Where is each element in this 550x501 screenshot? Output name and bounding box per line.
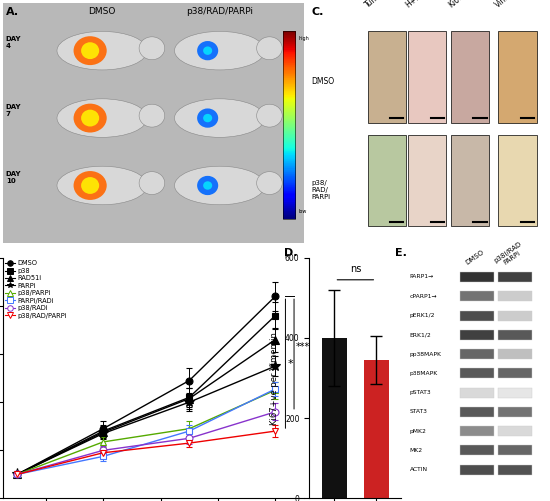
Bar	[460, 311, 494, 321]
Ellipse shape	[74, 171, 107, 200]
Text: Vimentin: Vimentin	[494, 0, 526, 10]
Bar	[367, 135, 406, 226]
Bar	[460, 388, 494, 398]
Bar	[460, 407, 494, 417]
Ellipse shape	[74, 36, 107, 65]
Bar	[460, 464, 494, 474]
Ellipse shape	[203, 181, 212, 190]
Text: DMSO: DMSO	[465, 249, 486, 266]
Bar	[460, 445, 494, 455]
Bar	[460, 272, 494, 282]
Bar	[322, 338, 347, 498]
Bar	[498, 464, 532, 474]
Ellipse shape	[139, 172, 164, 194]
Text: pSTAT3: pSTAT3	[410, 390, 431, 395]
Bar	[498, 388, 532, 398]
Y-axis label: Ki67+ve per Vimentin: Ki67+ve per Vimentin	[271, 332, 279, 424]
Text: DAY
10: DAY 10	[6, 171, 21, 184]
Text: D.: D.	[284, 248, 297, 258]
Text: p38/RAD/PARPi: p38/RAD/PARPi	[186, 8, 253, 17]
Text: A.: A.	[6, 8, 19, 18]
Ellipse shape	[57, 32, 147, 70]
Bar	[498, 330, 532, 340]
Text: DMSO: DMSO	[89, 8, 116, 17]
Bar	[408, 135, 446, 226]
Bar	[460, 330, 494, 340]
Bar	[498, 272, 532, 282]
Bar	[498, 311, 532, 321]
Bar	[364, 360, 389, 498]
Text: pERK1/2: pERK1/2	[410, 313, 435, 318]
Ellipse shape	[57, 166, 147, 205]
Text: PARP1→: PARP1→	[410, 275, 433, 280]
Ellipse shape	[197, 108, 218, 128]
Ellipse shape	[257, 172, 282, 194]
Bar	[498, 291, 532, 301]
Ellipse shape	[81, 177, 99, 194]
Bar	[498, 135, 537, 226]
Text: Ki67: Ki67	[446, 0, 465, 10]
Bar	[498, 349, 532, 359]
Text: C.: C.	[312, 8, 324, 18]
Bar	[451, 135, 489, 226]
Ellipse shape	[203, 47, 212, 55]
Ellipse shape	[174, 32, 265, 70]
Bar	[498, 407, 532, 417]
Text: ERK1/2: ERK1/2	[410, 332, 431, 337]
Ellipse shape	[139, 104, 164, 127]
Ellipse shape	[81, 42, 99, 59]
Text: DAY
4: DAY 4	[6, 36, 21, 49]
Bar	[460, 349, 494, 359]
Text: DAY
7: DAY 7	[6, 104, 21, 117]
Ellipse shape	[174, 166, 265, 205]
Text: *: *	[288, 359, 293, 369]
Bar	[460, 426, 494, 436]
Text: p38/
RAD/
PARPi: p38/ RAD/ PARPi	[312, 180, 331, 200]
Text: ns: ns	[350, 264, 361, 274]
Ellipse shape	[57, 99, 147, 137]
Bar	[498, 445, 532, 455]
Text: ACTIN: ACTIN	[410, 467, 427, 472]
Bar	[367, 32, 406, 123]
Ellipse shape	[257, 104, 282, 127]
Text: p38MAPK: p38MAPK	[410, 371, 438, 376]
Ellipse shape	[139, 37, 164, 60]
Bar	[283, 32, 295, 219]
Ellipse shape	[203, 114, 212, 122]
Text: pp38MAPK: pp38MAPK	[410, 352, 442, 357]
Text: cPARP1→: cPARP1→	[410, 294, 437, 299]
Legend: DMSO, p38, RAD51i, PARPi, p38/PARPi, PARPi/RADi, p38/RADi, p38/RAD/PARPi: DMSO, p38, RAD51i, PARPi, p38/PARPi, PAR…	[5, 260, 68, 319]
Text: E.: E.	[395, 248, 408, 258]
Text: STAT3: STAT3	[410, 409, 427, 414]
Ellipse shape	[197, 41, 218, 60]
Bar	[451, 32, 489, 123]
Text: p38i/RAD
PARPi: p38i/RAD PARPi	[493, 240, 527, 270]
Text: MK2: MK2	[410, 448, 422, 453]
Ellipse shape	[257, 37, 282, 60]
Text: Tumour: Tumour	[363, 0, 390, 10]
Text: low: low	[298, 209, 306, 214]
Text: pMK2: pMK2	[410, 428, 426, 433]
Bar	[408, 32, 446, 123]
Ellipse shape	[74, 104, 107, 133]
Text: H+E: H+E	[404, 0, 422, 10]
Bar	[498, 32, 537, 123]
Bar	[498, 368, 532, 378]
Bar	[460, 368, 494, 378]
Text: DMSO: DMSO	[312, 78, 335, 87]
Ellipse shape	[197, 176, 218, 195]
Bar	[498, 426, 532, 436]
Text: high: high	[298, 36, 309, 41]
Ellipse shape	[174, 99, 265, 137]
Ellipse shape	[81, 110, 99, 127]
Bar	[460, 291, 494, 301]
Text: ***: ***	[296, 342, 310, 352]
